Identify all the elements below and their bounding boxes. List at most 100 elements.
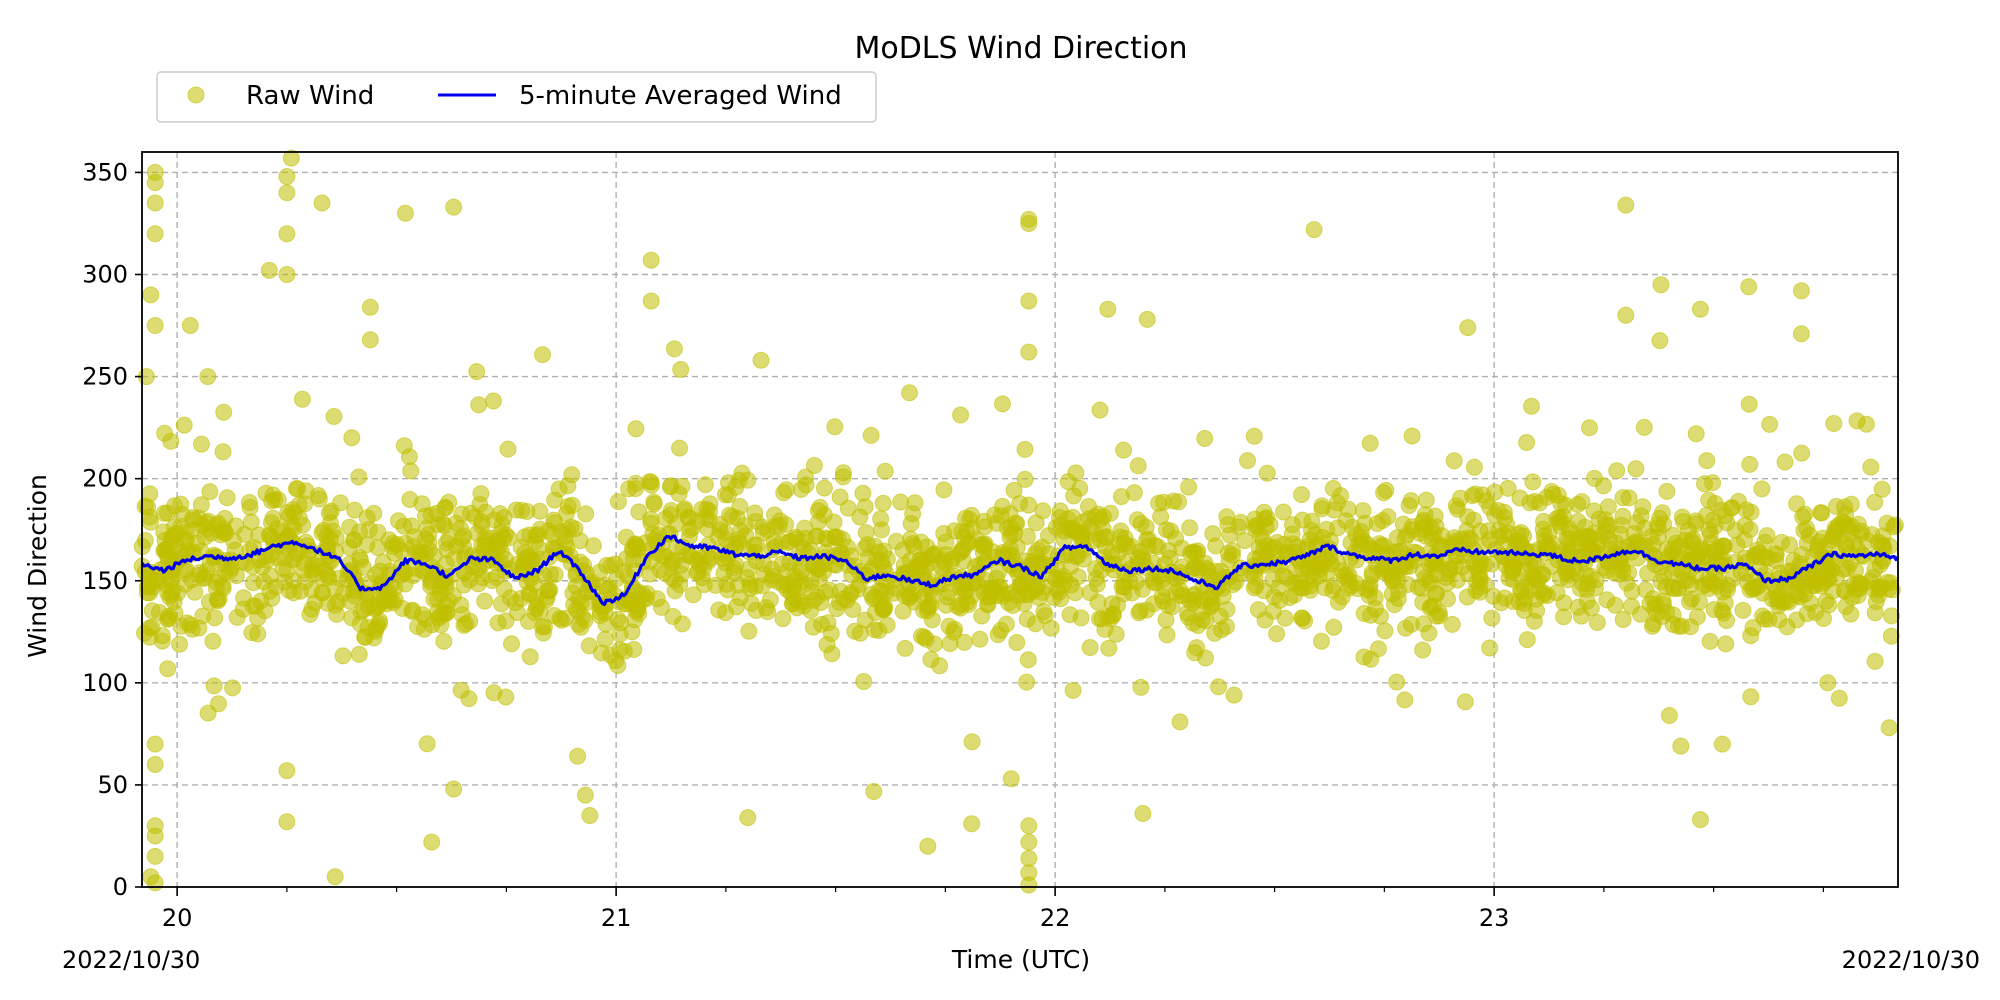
y-axis-label: Wind Direction — [23, 474, 52, 658]
raw-wind-point — [1499, 524, 1517, 542]
raw-wind-point — [1421, 599, 1439, 617]
raw-wind-point — [327, 529, 345, 547]
raw-wind-point — [1481, 639, 1499, 657]
raw-wind-point — [580, 637, 598, 655]
raw-wind-point — [1219, 544, 1237, 562]
raw-wind-point — [576, 611, 594, 629]
raw-wind-point — [1620, 489, 1638, 507]
raw-wind-point — [1112, 488, 1130, 506]
raw-wind-point — [878, 616, 896, 634]
raw-wind-point — [1486, 483, 1504, 501]
raw-wind-point — [1249, 601, 1267, 619]
raw-wind-point — [1828, 522, 1846, 540]
raw-wind-point — [1679, 572, 1696, 589]
raw-wind-point — [773, 533, 791, 551]
raw-wind-point — [849, 580, 866, 598]
raw-wind-point — [698, 500, 716, 518]
raw-wind-point — [343, 429, 361, 447]
raw-wind-point — [1218, 601, 1236, 618]
raw-wind-point — [1067, 464, 1085, 482]
raw-wind-point — [648, 590, 666, 608]
raw-wind-point — [146, 874, 164, 892]
raw-wind-point — [1535, 584, 1553, 602]
raw-wind-point — [1375, 484, 1393, 502]
raw-wind-point — [906, 494, 924, 512]
raw-wind-point — [206, 609, 224, 627]
raw-wind-point — [1687, 425, 1705, 443]
raw-wind-point — [857, 524, 875, 542]
raw-wind-point — [896, 587, 914, 605]
raw-wind-point — [1501, 562, 1519, 580]
raw-wind-point — [1559, 571, 1577, 589]
raw-wind-point — [550, 480, 568, 498]
raw-wind-point — [1880, 580, 1898, 598]
raw-wind-point — [627, 420, 645, 438]
raw-wind-point — [766, 506, 783, 524]
raw-wind-point — [386, 545, 404, 562]
raw-wind-point — [1701, 526, 1719, 543]
raw-wind-point — [484, 392, 502, 410]
raw-wind-point — [1111, 536, 1129, 554]
raw-wind-point — [521, 648, 539, 666]
raw-wind-point — [176, 562, 194, 580]
raw-wind-point — [839, 499, 857, 517]
raw-wind-point — [1427, 556, 1445, 574]
raw-wind-point — [854, 484, 872, 502]
raw-wind-point — [822, 625, 840, 642]
raw-wind-point — [266, 491, 284, 509]
raw-wind-point — [960, 533, 977, 551]
raw-wind-point — [457, 615, 475, 633]
raw-wind-point — [1515, 602, 1533, 619]
raw-wind-point — [159, 660, 177, 678]
raw-wind-point — [515, 556, 533, 574]
raw-wind-point — [278, 184, 296, 202]
raw-wind-point — [1204, 525, 1222, 543]
raw-wind-point — [1018, 528, 1036, 545]
raw-wind-point — [1598, 591, 1616, 609]
raw-wind-point — [320, 569, 338, 587]
raw-wind-point — [146, 317, 164, 334]
raw-wind-point — [1578, 537, 1596, 555]
raw-wind-point — [1820, 596, 1838, 614]
raw-wind-point — [657, 510, 675, 527]
raw-wind-point — [401, 491, 419, 508]
raw-wind-point — [1534, 520, 1552, 538]
raw-wind-point — [1719, 576, 1737, 594]
raw-wind-point — [1099, 300, 1117, 318]
raw-wind-point — [730, 471, 748, 489]
chart-title: MoDLS Wind Direction — [854, 31, 1187, 66]
raw-wind-point — [501, 589, 519, 607]
raw-wind-point — [1761, 415, 1779, 433]
raw-wind-point — [221, 562, 239, 580]
raw-wind-point — [828, 600, 846, 618]
raw-wind-point — [1794, 508, 1812, 526]
raw-wind-point — [846, 622, 864, 640]
raw-wind-point — [166, 497, 184, 515]
raw-wind-point — [1034, 502, 1052, 520]
raw-wind-point — [1130, 604, 1148, 622]
raw-wind-point — [1174, 586, 1192, 604]
raw-wind-point — [183, 620, 201, 638]
raw-wind-point — [1011, 495, 1029, 512]
raw-wind-point — [1274, 503, 1292, 521]
raw-wind-point — [834, 464, 852, 482]
y-tick-label: 0 — [113, 873, 128, 901]
raw-wind-point — [542, 565, 560, 583]
raw-wind-point — [1717, 635, 1735, 653]
raw-wind-point — [1354, 502, 1372, 520]
raw-wind-point — [1774, 592, 1792, 610]
raw-wind-point — [609, 493, 627, 511]
raw-wind-point — [1588, 614, 1606, 631]
raw-wind-point — [282, 149, 300, 167]
raw-wind-point — [1612, 525, 1629, 543]
raw-wind-point — [1002, 770, 1020, 788]
raw-wind-point — [746, 504, 764, 522]
raw-wind-point — [1812, 504, 1830, 522]
raw-wind-point — [1186, 644, 1204, 662]
raw-wind-point — [1296, 612, 1314, 630]
raw-wind-point — [1016, 470, 1034, 488]
raw-wind-point — [1180, 478, 1198, 496]
raw-wind-point — [287, 480, 305, 498]
raw-wind-point — [1426, 507, 1444, 525]
raw-wind-point — [545, 511, 563, 529]
